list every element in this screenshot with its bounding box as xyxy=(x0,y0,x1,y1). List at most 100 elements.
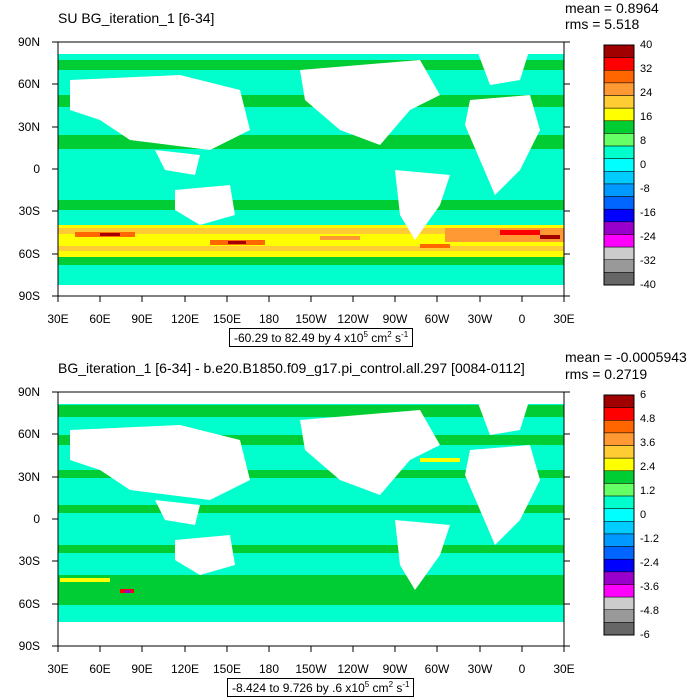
colorbar-swatch xyxy=(603,558,635,573)
lon-label: 120W xyxy=(337,662,369,676)
colorbar-swatch xyxy=(603,145,635,159)
colorbar-swatch xyxy=(603,95,635,109)
colorbar-swatch xyxy=(603,120,635,134)
lon-label: 90W xyxy=(382,312,408,326)
colorbar-tick-label: 8 xyxy=(640,135,647,147)
mean-label: mean = 0.8964 xyxy=(565,0,659,16)
lon-label: 30E xyxy=(47,662,69,676)
lon-label: 150E xyxy=(212,312,242,326)
colorbar-swatch xyxy=(603,221,635,235)
colorbar-swatch xyxy=(603,272,635,286)
colorbar-tick-label: -6 xyxy=(640,629,650,641)
colorbar-frame xyxy=(603,44,635,286)
colorbar-swatch xyxy=(603,571,635,585)
panel-title: BG_iteration_1 [6-34] - b.e20.B1850.f09_… xyxy=(58,360,525,376)
colorbar-frame xyxy=(603,394,635,636)
lon-label: 150E xyxy=(212,662,242,676)
colorbar-tick-label: -40 xyxy=(640,279,656,291)
lat-label: 60N xyxy=(17,427,40,441)
colorbar-swatch xyxy=(603,133,635,147)
colorbar-tick-label: 40 xyxy=(640,39,653,51)
colorbar-swatch xyxy=(603,208,635,223)
colorbar-swatch xyxy=(603,432,635,446)
axis-ticks xyxy=(52,391,570,652)
colorbar xyxy=(603,44,635,286)
colorbar-swatch xyxy=(603,246,635,260)
lat-label: 90S xyxy=(18,289,40,303)
colorbar-swatch xyxy=(603,196,635,210)
panel-title: SU BG_iteration_1 [6-34] xyxy=(58,10,215,26)
colorbar-swatch xyxy=(603,609,635,623)
map-panel-top: SU BG_iteration_1 [6-34] mean = 0.8964 r… xyxy=(17,0,659,347)
colorbar-swatch xyxy=(603,70,635,84)
colorbar-tick-label: -3.6 xyxy=(640,581,659,593)
colorbar-swatch xyxy=(603,234,635,248)
colorbar-tick-label: -1.2 xyxy=(640,533,659,545)
lon-label: 150W xyxy=(295,312,327,326)
lon-label: 120E xyxy=(170,312,200,326)
colorbar-tick-label: 2.4 xyxy=(640,461,656,473)
lat-label: 30S xyxy=(18,204,40,218)
colorbar-tick-label: 16 xyxy=(640,111,653,123)
colorbar-tick-label: 0 xyxy=(640,509,647,521)
colorbar-tick-label: -32 xyxy=(640,255,656,267)
lon-label: 120W xyxy=(337,312,369,326)
colorbar-swatch xyxy=(603,533,635,547)
colorbar-tick-label: 4.8 xyxy=(640,413,656,425)
colorbar-tick-label: -2.4 xyxy=(640,557,659,569)
map-panel-bottom: BG_iteration_1 [6-34] - b.e20.B1850.f09_… xyxy=(0,350,700,700)
lon-label: 90W xyxy=(382,662,408,676)
colorbar-swatch xyxy=(603,521,635,535)
lon-label: 30E xyxy=(47,312,69,326)
land xyxy=(58,42,564,296)
lat-label: 90N xyxy=(17,35,40,49)
colorbar-swatch xyxy=(603,508,635,522)
colorbar-swatch xyxy=(603,420,635,434)
lon-label: 90E xyxy=(131,312,153,326)
mean-label: mean = -0.0005943 xyxy=(565,349,687,365)
colorbar-tick-label: -8 xyxy=(640,183,650,195)
colorbar-swatch xyxy=(603,183,635,197)
colorbar-tick-label: 6 xyxy=(640,389,647,401)
colorbar-tick-label: -4.8 xyxy=(640,605,659,617)
lon-label: 0 xyxy=(518,662,526,676)
colorbar-swatch xyxy=(603,82,635,96)
lat-label: 60N xyxy=(17,77,40,91)
colorbar-swatch xyxy=(603,394,635,408)
colorbar-swatch xyxy=(603,107,635,122)
colorbar-tick-label: 0 xyxy=(640,159,647,171)
colorbar-swatch xyxy=(603,546,635,560)
lat-label: 30S xyxy=(18,554,40,568)
map-plot-top xyxy=(52,41,635,302)
lon-label: 180 xyxy=(258,662,280,676)
lat-label: 90S xyxy=(18,639,40,653)
lon-label: 30W xyxy=(467,312,493,326)
lat-label: 0 xyxy=(33,162,40,176)
colorbar-tick-label: 3.6 xyxy=(640,437,656,449)
range-box: -60.29 to 82.49 by 4 x105 cm2 s-1 xyxy=(229,328,414,347)
lon-label: 90E xyxy=(131,662,153,676)
colorbar-swatch xyxy=(603,457,635,472)
axis-ticks xyxy=(52,41,570,302)
lon-label: 60E xyxy=(89,662,111,676)
colorbar-tick-label: -16 xyxy=(640,207,656,219)
colorbar-swatch xyxy=(603,596,635,610)
lon-label: 30E xyxy=(553,662,575,676)
southern-ocean-band xyxy=(58,225,564,265)
lon-label: 60W xyxy=(424,312,450,326)
lat-label: 0 xyxy=(33,512,40,526)
colorbar-swatch xyxy=(603,44,635,58)
lon-label: 0 xyxy=(518,312,526,326)
lat-label: 60S xyxy=(18,597,40,611)
lat-label: 60S xyxy=(18,247,40,261)
colorbar-swatch xyxy=(603,171,635,185)
colorbar-swatch xyxy=(603,259,635,273)
colorbar-swatch xyxy=(603,483,635,497)
lon-label: 30E xyxy=(553,312,575,326)
lon-label: 60W xyxy=(424,662,450,676)
colorbar-tick-label: -24 xyxy=(640,231,656,243)
land xyxy=(58,392,564,646)
rms-label: rms = 0.2719 xyxy=(565,366,648,382)
colorbar-tick-label: 24 xyxy=(640,87,653,99)
lat-label: 90N xyxy=(17,385,40,399)
